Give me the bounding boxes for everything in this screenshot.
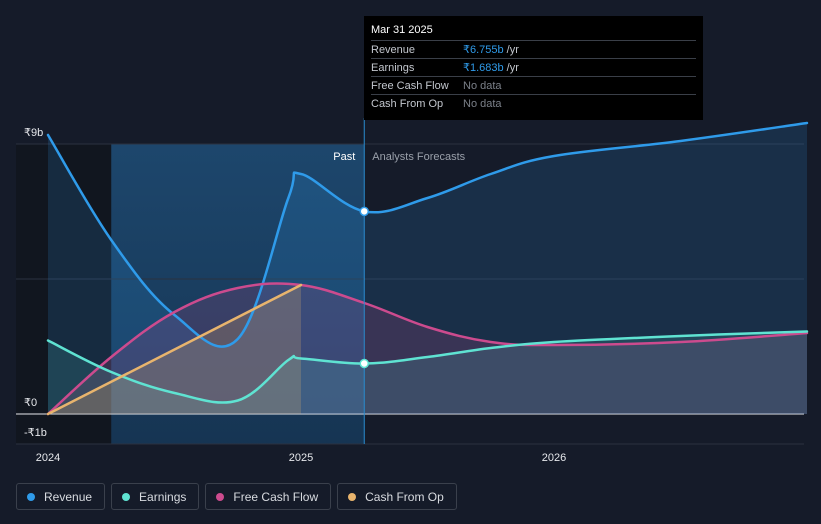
tooltip-row-revenue: Revenue ₹6.755b /yr [371,40,696,58]
series-line-cash-from-op [46,283,303,416]
legend-dot-icon [122,492,131,501]
tooltip-value: ₹1.683b [463,62,504,74]
series-line-revenue [46,121,809,348]
tooltip-unit: /yr [506,43,519,56]
legend-dot-icon [348,492,357,501]
legend-item-free-cash-flow[interactable]: Free Cash Flow [205,483,332,510]
legend-item-cash-from-op[interactable]: Cash From Op [337,483,457,510]
tooltip-unit: /yr [506,61,519,74]
tooltip-row-cash-from-op: Cash From Op No data [371,94,696,112]
tooltip-label: Free Cash Flow [371,79,449,92]
tooltip-value: ₹6.755b [463,44,504,56]
legend-label: Earnings [139,489,187,504]
tooltip-value: No data [463,79,502,92]
data-point-revenue [359,206,369,217]
legend: Revenue Earnings Free Cash Flow Cash Fro… [16,483,457,510]
series-line-earnings [46,330,809,404]
x-tick-label: 2026 [542,452,566,464]
legend-dot-icon [27,492,35,501]
series-line-free-cash-flow [46,282,809,416]
tooltip-row-free-cash-flow: Free Cash Flow No data [371,76,696,94]
area-earnings [48,331,807,414]
forecast-label: Analysts Forecasts [372,151,465,163]
tooltip-label: Cash From Op [371,97,444,110]
y-tick-label: ₹9b [24,127,43,139]
legend-item-earnings[interactable]: Earnings [111,483,200,510]
x-tick-label: 2025 [289,452,313,464]
area-revenue [48,123,807,414]
tooltip-date: Mar 31 2025 [371,24,433,36]
y-tick-label: ₹0 [24,397,37,409]
tooltip: Mar 31 2025 Revenue ₹6.755b /yr Earnings… [364,16,703,120]
tooltip-value: No data [463,97,502,110]
tooltip-row-earnings: Earnings ₹1.683b /yr [371,58,696,76]
past-label: Past [333,151,355,163]
legend-item-revenue[interactable]: Revenue [16,483,106,510]
tooltip-label: Earnings [371,61,415,74]
x-tick-label: 2024 [36,452,60,464]
legend-label: Free Cash Flow [233,489,319,504]
legend-label: Cash From Op [365,489,444,504]
legend-label: Revenue [44,489,93,504]
legend-dot-icon [216,492,225,501]
data-point-earnings [359,358,369,369]
tooltip-label: Revenue [371,43,416,56]
y-tick-label: -₹1b [24,427,47,439]
